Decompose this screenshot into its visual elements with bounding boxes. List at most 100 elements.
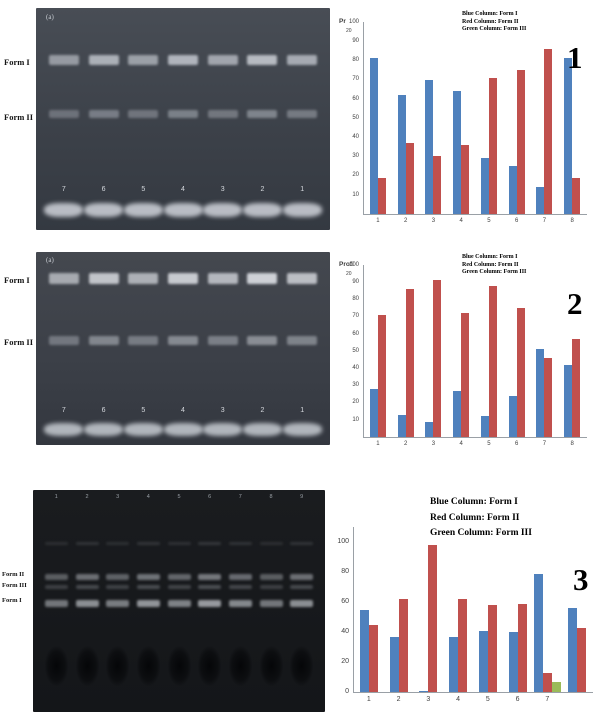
x-axis-line (353, 692, 593, 693)
gel-band (168, 273, 198, 284)
gel-band (75, 600, 99, 607)
bar-form-ii (458, 599, 468, 692)
y-tick-label: 60 (352, 330, 359, 337)
legend-line: Green Column: Form III (430, 528, 532, 538)
bar-form-i (425, 79, 434, 214)
gel-band (106, 600, 130, 607)
x-category-label: 1 (376, 441, 380, 447)
gel-band (290, 600, 314, 607)
y-axis-subtitle: 20 (346, 28, 352, 34)
bar-form-i (508, 632, 518, 692)
x-category-label: 5 (487, 441, 491, 447)
gel-band (207, 273, 238, 284)
gel-band (88, 273, 119, 284)
lane-number: 4 (181, 186, 185, 193)
bar-form-ii (461, 313, 470, 437)
lane-number: 7 (61, 186, 66, 193)
gel-band (168, 55, 198, 65)
bar-form-i (397, 414, 406, 437)
y-tick-label: 10 (352, 416, 359, 423)
x-category-label: 8 (570, 441, 574, 447)
gel-smear-band (242, 203, 282, 217)
bar-form-ii (398, 599, 408, 692)
x-category-label: 1 (366, 696, 371, 703)
lane-number: 2 (260, 186, 265, 193)
gel-smear-band (84, 423, 124, 436)
gel-band (259, 574, 283, 580)
x-category-label: 3 (426, 696, 431, 703)
bar-form-ii (405, 142, 414, 214)
gel-band (106, 574, 130, 580)
x-category-label: 8 (570, 218, 574, 224)
y-tick-label: 100 (337, 538, 349, 546)
figure-number-3: 3 (573, 562, 589, 597)
gel-band (259, 542, 283, 545)
gel-smear-band (163, 423, 203, 436)
gel-band (290, 542, 314, 545)
bar-form-ii (405, 289, 414, 437)
gel-band (128, 110, 159, 118)
bar-form-i (419, 690, 429, 692)
bar-form-ii (433, 156, 442, 214)
bar-form-ii (542, 672, 552, 692)
gel-band (228, 585, 252, 589)
gel-band (44, 542, 68, 545)
gel-band (198, 542, 222, 545)
y-tick-label: 90 (352, 37, 359, 44)
y-tick-label: 50 (352, 114, 359, 121)
gel-band (290, 574, 314, 580)
gel-smear-band (282, 203, 322, 217)
y-tick-label: 80 (341, 568, 349, 576)
legend-line: Green Column: Form III (462, 269, 527, 275)
y-axis-title: Pr (339, 18, 346, 25)
legend-line: Blue Column: Form I (462, 11, 518, 17)
gel-band (168, 336, 198, 345)
gel-band (198, 585, 222, 589)
gel-band (167, 585, 191, 589)
y-tick-label: 20 (352, 399, 359, 406)
y-tick-label: 40 (341, 628, 349, 636)
bar-form-i (536, 349, 545, 437)
gel-well-blob (255, 640, 287, 692)
gel-side-label: Form I (4, 275, 30, 285)
gel-band (167, 574, 191, 580)
x-category-label: 2 (396, 696, 401, 703)
gel-band (75, 574, 99, 580)
bar-form-ii (544, 48, 553, 214)
bar-chart-3: 100 80 60 40 20 0 1 2 3 4 5 6 7 Blue Column: Form I Re… (330, 490, 604, 720)
bar-form-i (453, 91, 462, 214)
bar-form-ii (572, 338, 581, 437)
bar-form-i (453, 390, 462, 437)
bar-form-i (568, 608, 578, 692)
gel-smear-band (84, 203, 124, 217)
lane-number: 6 (208, 494, 212, 500)
figure-number-2: 2 (567, 286, 583, 321)
gel-image-3: 1 2 3 4 5 6 7 8 9 (33, 490, 325, 712)
y-tick-label: 20 (341, 658, 349, 666)
gel-band (136, 542, 160, 545)
y-axis-line (363, 265, 364, 437)
gel-band (48, 55, 79, 65)
gel-band (287, 273, 318, 284)
gel-band (106, 585, 130, 589)
gel-well-blob (71, 640, 103, 692)
x-category-label: 5 (485, 696, 490, 703)
x-category-label: 4 (459, 218, 463, 224)
y-tick-label: 80 (352, 57, 359, 64)
gel-band (290, 585, 314, 589)
gel-side-label: Form II (2, 571, 25, 578)
y-axis-line (353, 527, 354, 692)
gel-corner-label-1: (a) (46, 13, 54, 21)
gel-band (136, 600, 160, 607)
bar-form-i (369, 58, 378, 214)
bar-form-ii (544, 357, 553, 437)
y-tick-label: 50 (352, 347, 359, 354)
gel-band (136, 585, 160, 589)
bar-form-i (449, 636, 459, 692)
gel-well-blob (40, 640, 72, 692)
y-tick-label: 80 (352, 296, 359, 303)
bar-form-i (480, 158, 489, 214)
gel-band (207, 55, 238, 65)
y-tick-label: 60 (352, 95, 359, 102)
